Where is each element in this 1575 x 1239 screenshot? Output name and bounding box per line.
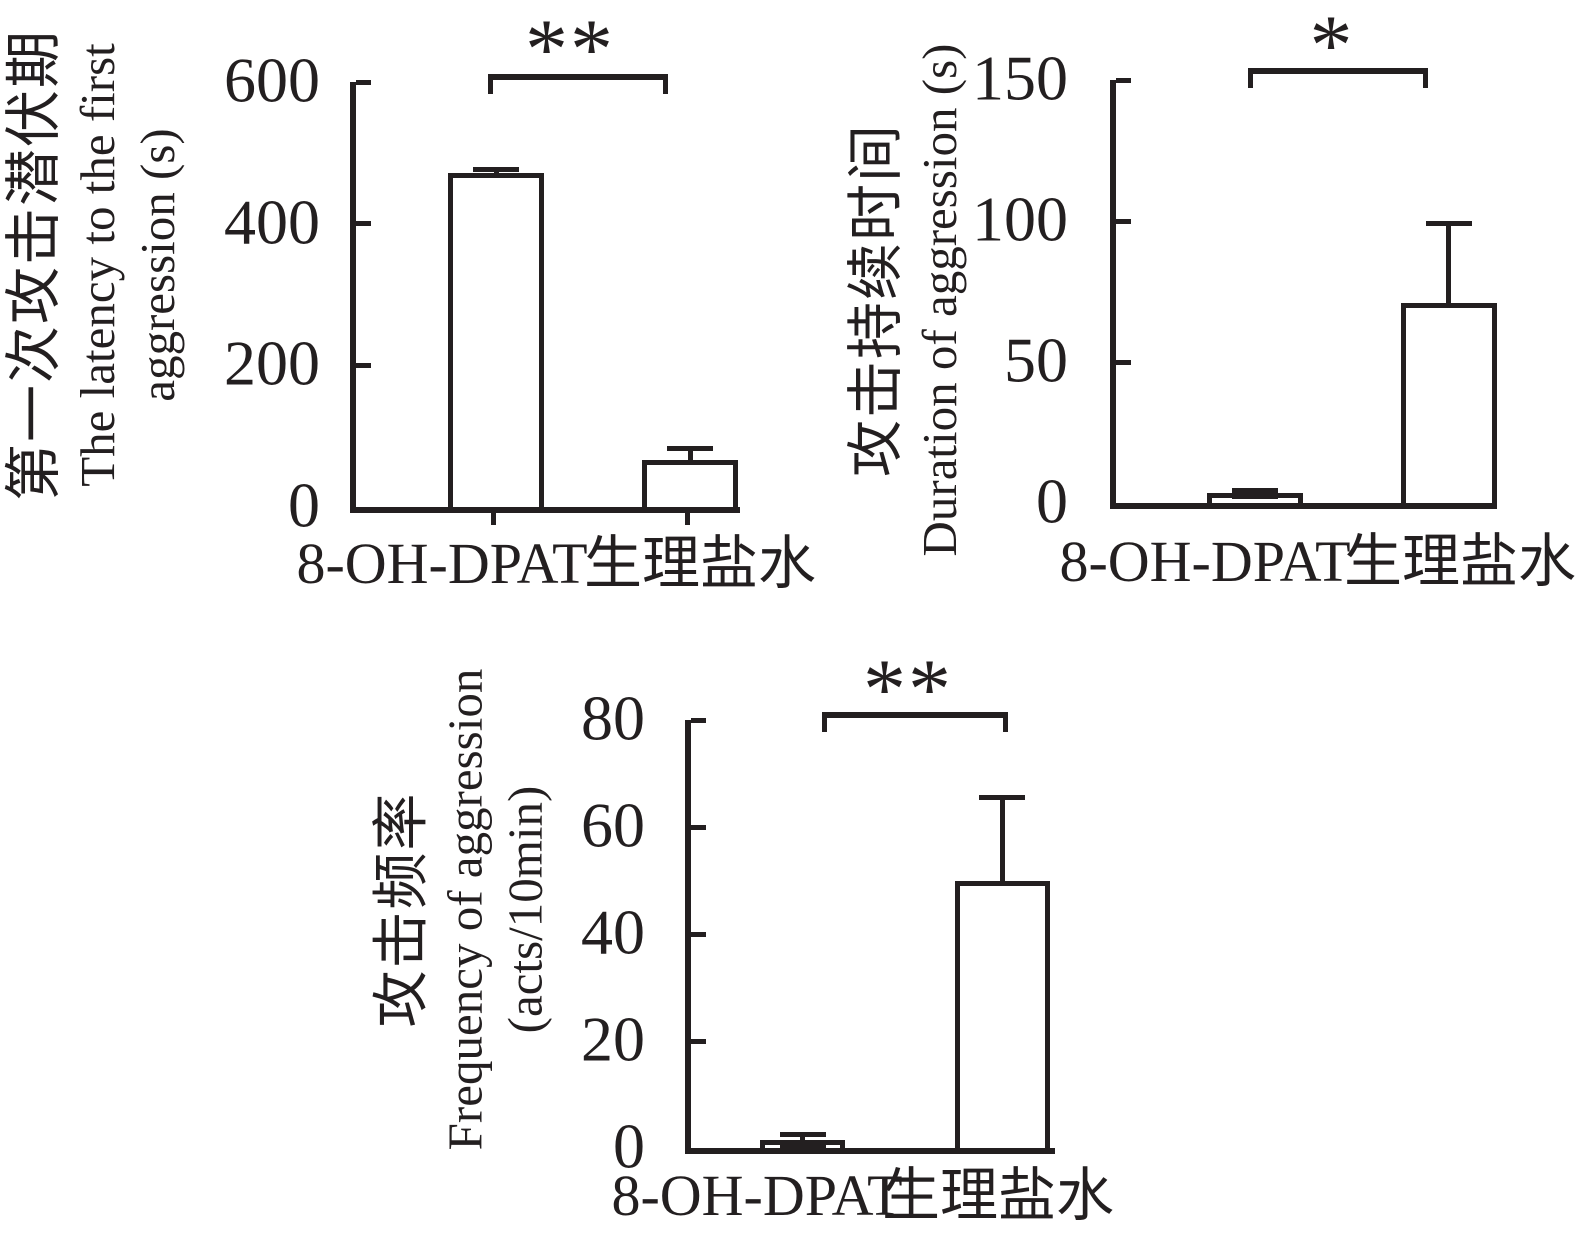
- bar-group-1: [954, 720, 1050, 1148]
- y-tick-mark: [691, 932, 706, 937]
- bar-saline: [642, 460, 739, 507]
- y-tick-mark: [356, 80, 371, 85]
- y-tick-mark: [1116, 78, 1131, 83]
- error-bar-line: [1446, 221, 1452, 303]
- bar-drug: [448, 172, 545, 507]
- y-axis-label-en-line2: aggression (s): [130, 128, 185, 402]
- bar-group-0: [1207, 80, 1304, 503]
- bar-group-0: [448, 82, 545, 507]
- y-axis-label-zh: 攻击持续时间: [845, 123, 908, 477]
- bar-saline: [1400, 302, 1497, 503]
- y-axis-line: [1110, 80, 1116, 509]
- error-bar: [1232, 487, 1279, 499]
- y-tick-mark: [691, 825, 706, 830]
- x-tick-mark: [685, 513, 690, 525]
- bar-saline: [954, 880, 1050, 1148]
- error-bar-cap-bottom: [779, 1143, 826, 1148]
- y-tick-mark: [356, 363, 371, 368]
- significance-stars: **: [525, 1, 615, 97]
- y-axis-label-en-line1: Frequency of aggression: [437, 668, 492, 1151]
- error-bar-cap-top: [979, 794, 1026, 800]
- bar-group-0: [760, 720, 846, 1148]
- x-axis-line: [1110, 503, 1497, 509]
- y-tick-label: 100: [972, 183, 1068, 255]
- y-tick-label: 600: [224, 44, 320, 116]
- significance-stars: *: [1309, 0, 1355, 93]
- y-axis-label-zh: 攻击频率: [370, 791, 433, 1028]
- y-tick-mark: [691, 718, 706, 723]
- error-bar: [979, 794, 1026, 881]
- y-tick-label: 60: [581, 789, 645, 861]
- y-tick-label: 400: [224, 186, 320, 258]
- y-axis-label-frequency: 攻击频率 Frequency of aggression (acts/10min…: [365, 630, 560, 1190]
- error-bar-line: [493, 167, 499, 173]
- y-tick-label: 50: [1004, 324, 1068, 396]
- error-bar: [779, 1131, 826, 1148]
- x-tick-mark: [491, 513, 496, 525]
- y-axis-line: [350, 82, 356, 513]
- error-bar: [1425, 221, 1472, 303]
- y-axis-label-latency: 第一次攻击潜伏期 The latency to the first aggres…: [0, 0, 190, 530]
- plot-area-duration: [1116, 80, 1497, 503]
- plot-area-frequency: [691, 720, 1055, 1148]
- x-category-label-saline: 生理盐水: [1343, 529, 1575, 594]
- y-tick-mark: [1116, 219, 1131, 224]
- significance-bracket: [1248, 68, 1428, 92]
- error-bar-line: [999, 794, 1005, 881]
- x-category-label-drug: 8-OH-DPAT: [1059, 529, 1351, 594]
- y-tick-label: 150: [972, 42, 1068, 114]
- error-bar-line: [800, 1131, 806, 1148]
- y-tick-mark: [691, 1039, 706, 1044]
- x-category-label-drug: 8-OH-DPAT: [296, 531, 588, 596]
- x-category-label-saline: 生理盐水: [881, 1163, 1115, 1228]
- error-bar-cap-top: [1232, 487, 1279, 493]
- y-axis-label-en-line1: The latency to the first: [70, 43, 125, 487]
- y-axis-label-duration: 攻击持续时间 Duration of aggression (s): [832, 0, 982, 600]
- y-axis-label-en-line2: (acts/10min): [497, 785, 552, 1034]
- y-tick-label: 0: [613, 1110, 645, 1182]
- x-category-label-drug: 8-OH-DPAT: [611, 1163, 903, 1228]
- error-bar-cap-bottom: [1232, 493, 1279, 499]
- error-bar: [473, 167, 520, 173]
- y-axis-label-en-line1: Duration of aggression (s): [912, 43, 967, 557]
- error-bar-cap-top: [473, 167, 520, 173]
- y-tick-mark: [356, 221, 371, 226]
- y-tick-label: 80: [581, 682, 645, 754]
- y-tick-label: 200: [224, 327, 320, 399]
- x-category-label-saline: 生理盐水: [583, 531, 817, 596]
- y-tick-label: 0: [1036, 465, 1068, 537]
- bar-drug: [1207, 493, 1304, 503]
- significance-bracket: [488, 74, 668, 98]
- y-axis-label-zh: 第一次攻击潜伏期: [3, 29, 66, 501]
- y-axis-line: [685, 720, 691, 1154]
- significance-bracket: [822, 712, 1008, 736]
- x-axis-line: [685, 1148, 1055, 1154]
- y-tick-label: 0: [288, 469, 320, 541]
- plot-area-latency: [356, 82, 740, 507]
- x-axis-line: [350, 507, 740, 513]
- y-tick-label: 40: [581, 896, 645, 968]
- error-bar: [667, 446, 714, 461]
- y-tick-label: 20: [581, 1003, 645, 1075]
- bar-group-1: [1400, 80, 1497, 503]
- error-bar-line: [687, 446, 693, 461]
- error-bar-cap-top: [667, 446, 714, 452]
- bar-group-1: [642, 82, 739, 507]
- bar-drug: [760, 1139, 846, 1148]
- significance-stars: **: [863, 641, 953, 737]
- error-bar-line: [1252, 487, 1258, 499]
- y-tick-mark: [1116, 360, 1131, 365]
- error-bar-cap-top: [1425, 221, 1472, 227]
- error-bar-cap-top: [779, 1131, 826, 1137]
